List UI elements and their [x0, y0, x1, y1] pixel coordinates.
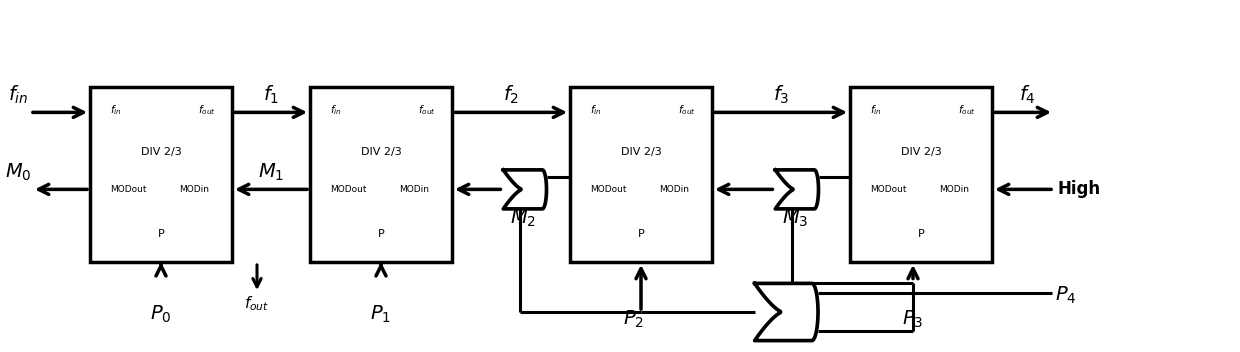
Text: $\mathit{M}_3$: $\mathit{M}_3$	[781, 207, 808, 229]
Text: $\mathit{P}_0$: $\mathit{P}_0$	[150, 304, 172, 325]
Polygon shape	[755, 283, 818, 341]
Text: $\mathit{f}_{in}$: $\mathit{f}_{in}$	[7, 84, 29, 106]
Text: $f_{in}$: $f_{in}$	[590, 103, 601, 117]
Text: $\mathit{P}_3$: $\mathit{P}_3$	[903, 309, 924, 330]
Text: High: High	[1058, 180, 1101, 199]
Text: $f_{in}$: $f_{in}$	[869, 103, 882, 117]
Bar	[91, 87, 232, 262]
Text: $\mathit{f}_2$: $\mathit{f}_2$	[503, 84, 520, 106]
Polygon shape	[503, 170, 547, 209]
Bar	[570, 87, 712, 262]
Text: MODout: MODout	[110, 185, 146, 194]
Text: MODin: MODin	[939, 185, 968, 194]
Text: $f_{in}$: $f_{in}$	[330, 103, 341, 117]
Bar	[310, 87, 453, 262]
Text: MODin: MODin	[179, 185, 208, 194]
Text: $f_{out}$: $f_{out}$	[197, 103, 216, 117]
Text: $\mathit{P}_2$: $\mathit{P}_2$	[624, 309, 645, 330]
Text: DIV 2/3: DIV 2/3	[361, 147, 402, 157]
Text: P: P	[378, 229, 384, 239]
Text: P: P	[918, 229, 924, 239]
Text: P: P	[157, 229, 165, 239]
Text: MODout: MODout	[870, 185, 906, 194]
Text: $\mathit{P}_4$: $\mathit{P}_4$	[1055, 285, 1076, 306]
Text: $f_{out}$: $f_{out}$	[418, 103, 435, 117]
Text: $\mathit{f}_4$: $\mathit{f}_4$	[1018, 84, 1035, 106]
Text: $\mathit{f}_1$: $\mathit{f}_1$	[263, 84, 279, 106]
Text: $\mathit{M}_0$: $\mathit{M}_0$	[5, 162, 31, 183]
Text: DIV 2/3: DIV 2/3	[140, 147, 181, 157]
Text: $\mathit{P}_1$: $\mathit{P}_1$	[371, 304, 392, 325]
Bar	[849, 87, 992, 262]
Text: $f_{out}$: $f_{out}$	[957, 103, 976, 117]
Text: DIV 2/3: DIV 2/3	[900, 147, 941, 157]
Text: MODin: MODin	[658, 185, 688, 194]
Text: $f_{out}$: $f_{out}$	[677, 103, 696, 117]
Text: DIV 2/3: DIV 2/3	[621, 147, 661, 157]
Text: $\mathit{f}_{out}$: $\mathit{f}_{out}$	[244, 294, 269, 313]
Text: MODout: MODout	[590, 185, 626, 194]
Text: $\mathit{M}_2$: $\mathit{M}_2$	[510, 207, 536, 229]
Text: $f_{in}$: $f_{in}$	[109, 103, 122, 117]
Text: P: P	[637, 229, 645, 239]
Text: $\mathit{f}_3$: $\mathit{f}_3$	[773, 84, 789, 106]
Text: MODout: MODout	[330, 185, 367, 194]
Polygon shape	[775, 170, 818, 209]
Text: MODin: MODin	[398, 185, 429, 194]
Text: $\mathit{M}_1$: $\mathit{M}_1$	[258, 162, 284, 183]
